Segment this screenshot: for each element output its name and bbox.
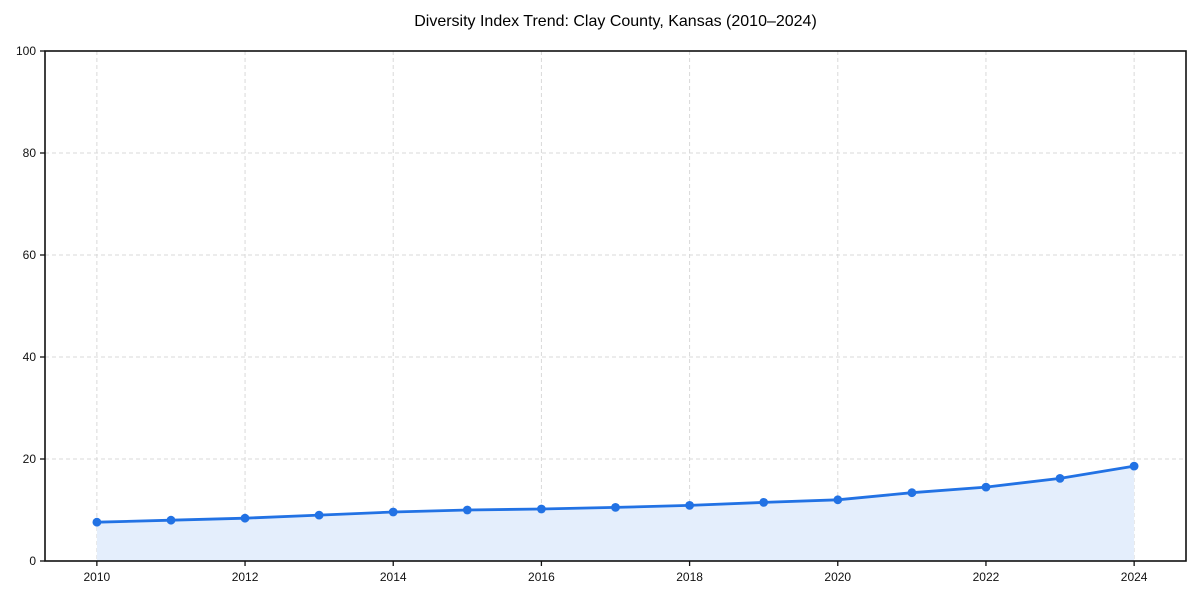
data-point-2016 bbox=[537, 504, 546, 514]
x-axis-tick-label: 2016 bbox=[528, 570, 555, 584]
data-point-2022 bbox=[981, 482, 991, 492]
area-fill bbox=[96, 466, 1135, 561]
data-point-2015 bbox=[462, 505, 472, 515]
x-axis-tick-label: 2020 bbox=[824, 570, 851, 584]
x-axis-tick-label: 2012 bbox=[232, 570, 259, 584]
data-point-2017 bbox=[611, 503, 620, 512]
y-axis-tick-label: 60 bbox=[23, 248, 37, 262]
x-axis-tick-label: 2022 bbox=[973, 570, 1000, 584]
y-axis-tick-label: 80 bbox=[23, 146, 37, 160]
y-axis-tick-label: 0 bbox=[29, 554, 36, 568]
data-point-2021 bbox=[907, 488, 917, 498]
data-point-2011 bbox=[166, 515, 176, 525]
y-axis-tick-label: 100 bbox=[16, 44, 36, 58]
data-point-2020 bbox=[833, 495, 843, 505]
x-axis-tick-label: 2024 bbox=[1121, 570, 1148, 584]
chart-title: Diversity Index Trend: Clay County, Kans… bbox=[414, 13, 817, 30]
x-axis-tick-label: 2014 bbox=[380, 570, 407, 584]
y-axis-tick-label: 40 bbox=[23, 350, 37, 364]
y-axis-tick-label: 20 bbox=[23, 452, 37, 466]
x-axis-tick-label: 2018 bbox=[676, 570, 703, 584]
data-point-2019 bbox=[759, 498, 769, 507]
plot-border bbox=[44, 50, 1187, 562]
data-point-2024 bbox=[1129, 461, 1139, 471]
data-point-2012 bbox=[240, 513, 250, 523]
data-point-2014 bbox=[388, 507, 398, 517]
data-point-2023 bbox=[1055, 474, 1065, 483]
x-axis-tick-label: 2010 bbox=[84, 570, 111, 584]
data-point-2018 bbox=[685, 501, 694, 510]
data-point-2013 bbox=[314, 510, 324, 520]
data-point-2010 bbox=[92, 517, 102, 527]
